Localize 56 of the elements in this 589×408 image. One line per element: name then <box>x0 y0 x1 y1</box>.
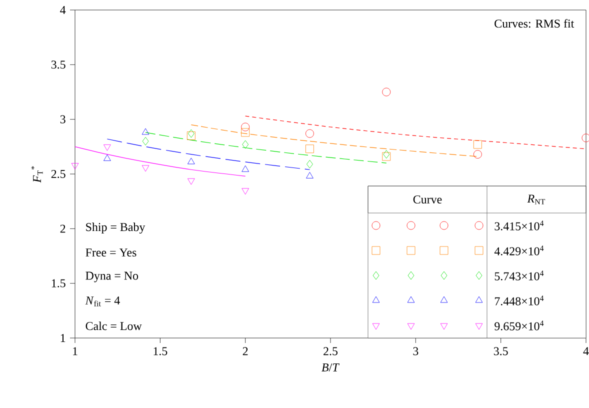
x-tick-label: 3.5 <box>494 347 508 356</box>
point <box>473 140 482 149</box>
point <box>142 165 150 172</box>
point <box>306 129 314 138</box>
x-tick-label: 2.5 <box>324 347 338 356</box>
point <box>186 132 196 140</box>
point <box>306 144 314 154</box>
legend-label: 9.659×10$^{4}$ <box>494 320 544 330</box>
point <box>188 178 195 185</box>
point <box>142 128 150 135</box>
point <box>582 134 589 142</box>
point <box>241 128 250 137</box>
annotation: Ship = Baby <box>86 222 146 234</box>
point <box>242 140 249 149</box>
point <box>382 88 391 96</box>
point <box>142 137 149 146</box>
y-tick-label: 3.5 <box>51 60 66 69</box>
x-tick-label: 3 <box>413 347 418 356</box>
y-tick-label: 2.5 <box>51 170 66 178</box>
line-series <box>190 124 478 157</box>
point <box>242 188 249 195</box>
point <box>473 150 482 159</box>
annotation: Calc = Low <box>86 322 142 330</box>
point <box>306 172 314 178</box>
annotation: Dyna = No <box>86 272 138 282</box>
annotation: Free = Yes <box>86 248 136 257</box>
line-series <box>245 116 586 150</box>
point <box>104 144 111 151</box>
legend-label: 5.743×10$^{4}$ <box>494 270 544 280</box>
line-series <box>74 146 246 176</box>
x-tick-label: 4 <box>583 347 589 356</box>
y-tick-label: 2 <box>60 224 66 233</box>
point <box>188 129 194 138</box>
x-tick-label: 1.5 <box>154 347 168 356</box>
point <box>306 160 313 168</box>
point <box>242 165 249 172</box>
annotation: N$_{fit}$ = 4 <box>85 296 120 306</box>
point <box>71 163 79 170</box>
legend-label: 4.429×10$^{4}$ <box>494 246 544 256</box>
point <box>188 158 195 164</box>
legend-label: 7.448×10$^{4}$ <box>494 296 544 306</box>
x-axis-title: B/T <box>322 363 340 372</box>
y-tick-label: 1 <box>60 334 66 342</box>
x-tick-label: 1 <box>73 347 78 356</box>
annotation: R$_{NT}$ <box>527 194 546 204</box>
annotation: Curves: RMS fit <box>494 19 574 28</box>
x-tick-label: 2 <box>242 347 248 356</box>
y-tick-label: 3 <box>60 115 66 124</box>
point <box>241 122 250 132</box>
point <box>104 154 111 161</box>
line-series <box>145 132 387 164</box>
y-tick-label: 4 <box>60 6 66 14</box>
legend-label: 3.415×10$^{4}$ <box>494 220 544 230</box>
y-tick-label: 1.5 <box>52 279 66 288</box>
line-series <box>106 138 310 170</box>
legend-title: Curve <box>413 195 442 204</box>
